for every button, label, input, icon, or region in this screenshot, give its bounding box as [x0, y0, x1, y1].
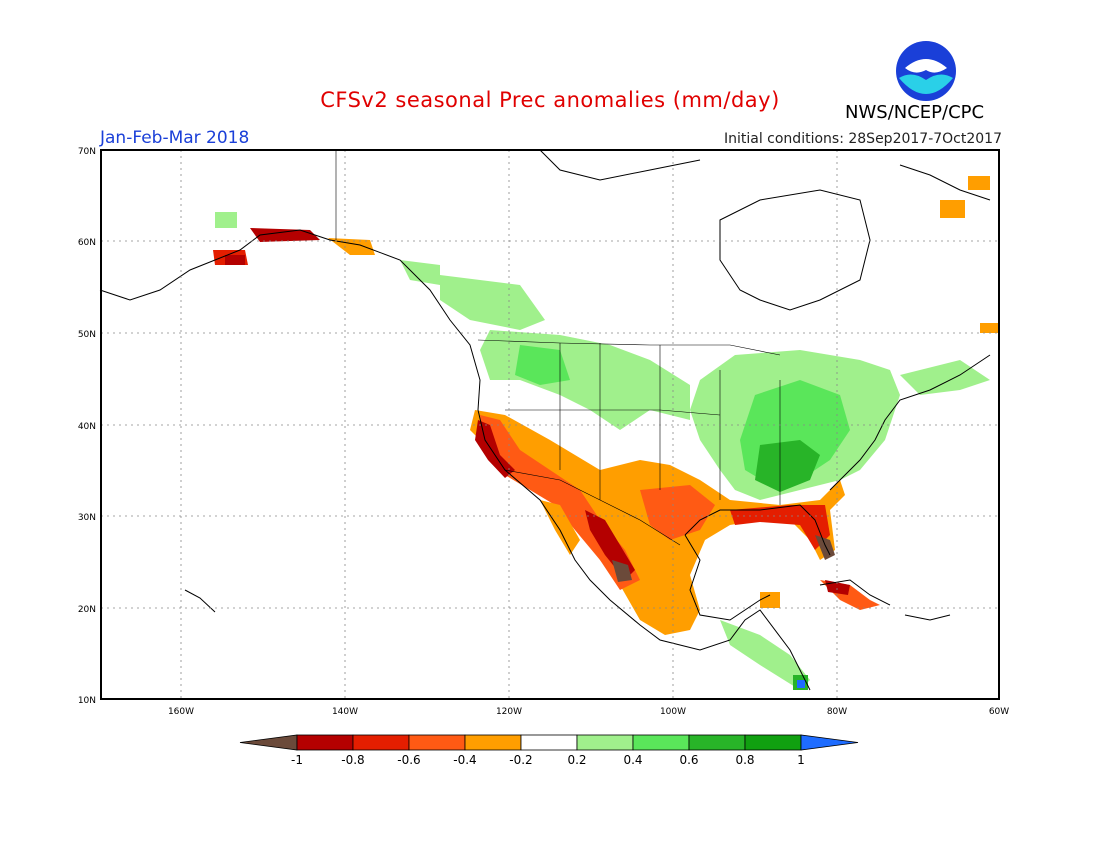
graticule [101, 150, 999, 699]
lat-label: 20N [78, 605, 96, 615]
initial-conditions-label: Initial conditions: 28Sep2017-7Oct2017 [723, 131, 1002, 147]
lat-label: 30N [78, 513, 96, 523]
lat-label: 40N [78, 422, 96, 432]
season-label: Jan-Feb-Mar 2018 [100, 128, 250, 148]
lat-label: 50N [78, 330, 96, 340]
colorbar-tick-label: -0.2 [509, 753, 532, 767]
colorbar-tick-label: -1 [291, 753, 303, 767]
lon-label: 140W [332, 707, 358, 717]
colorbar-tick-label: 1 [797, 753, 805, 767]
colorbar-tick-label: -0.4 [453, 753, 476, 767]
colorbar-tick-label: 0.8 [735, 753, 754, 767]
political-borders [335, 150, 781, 546]
lon-label: 60W [989, 707, 1009, 717]
colorbar-swatch [520, 734, 578, 751]
colorbar-tick-label: -0.8 [341, 753, 364, 767]
lon-label: 120W [496, 707, 522, 717]
colorbar-swatch [296, 734, 354, 751]
latitude-labels: 70N 60N 50N 40N 30N 20N 10N [78, 147, 96, 706]
colorbar-swatch [408, 734, 466, 751]
lon-label: 100W [660, 707, 686, 717]
chart-title: CFSv2 seasonal Prec anomalies (mm/day) [320, 88, 780, 112]
coastlines [99, 149, 991, 691]
map-frame [100, 149, 1000, 700]
colorbar-swatch [464, 734, 522, 751]
colorbar [239, 734, 859, 751]
colorbar-swatch [352, 734, 410, 751]
colorbar-tick-label: -0.6 [397, 753, 420, 767]
colorbar-high-arrow [800, 734, 859, 751]
lon-label: 80W [827, 707, 847, 717]
longitude-labels: 160W 140W 120W 100W 80W 60W [168, 707, 1009, 717]
agency-label: NWS/NCEP/CPC [845, 102, 985, 123]
lat-label: 10N [78, 696, 96, 706]
colorbar-tick-label: 0.6 [679, 753, 698, 767]
colorbar-swatch [688, 734, 746, 751]
colorbar-swatch [576, 734, 634, 751]
colorbar-low-arrow [239, 734, 298, 751]
noaa-logo-icon [896, 41, 956, 101]
lon-label: 160W [168, 707, 194, 717]
colorbar-labels: -1 -0.8 -0.6 -0.4 -0.2 0.2 0.4 0.6 0.8 1 [291, 753, 805, 767]
colorbar-swatch [632, 734, 690, 751]
colorbar-tick-label: 0.4 [623, 753, 642, 767]
lat-label: 70N [78, 147, 96, 157]
colorbar-swatch [744, 734, 802, 751]
colorbar-tick-label: 0.2 [567, 753, 586, 767]
lat-label: 60N [78, 238, 96, 248]
